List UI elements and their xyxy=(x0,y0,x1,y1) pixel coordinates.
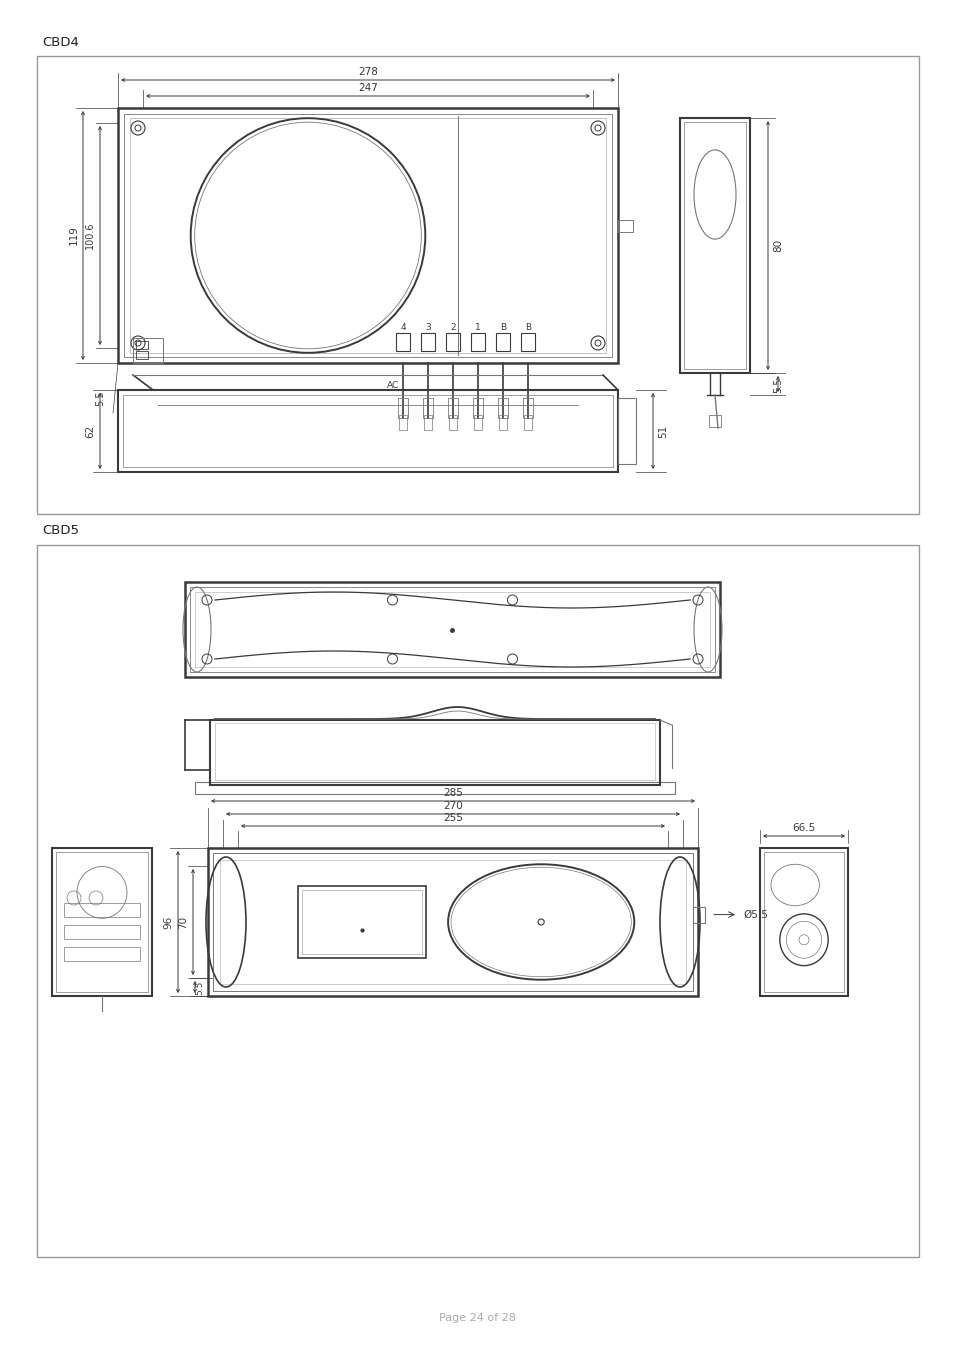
Text: 270: 270 xyxy=(442,802,462,811)
Bar xyxy=(136,351,148,359)
Bar xyxy=(708,414,720,427)
Bar xyxy=(52,848,152,997)
Text: 5.5: 5.5 xyxy=(772,378,782,393)
Bar xyxy=(214,723,655,780)
Bar xyxy=(473,398,482,418)
Text: 70: 70 xyxy=(178,915,188,929)
Text: 5.5: 5.5 xyxy=(195,980,204,995)
Text: B: B xyxy=(499,324,505,333)
Text: CBD4: CBD4 xyxy=(42,37,79,50)
Bar xyxy=(523,414,532,431)
Text: Ø5.5: Ø5.5 xyxy=(742,910,767,919)
Bar xyxy=(220,860,685,984)
Text: 119: 119 xyxy=(69,226,79,245)
Text: 62: 62 xyxy=(85,424,95,437)
Bar xyxy=(522,398,533,418)
Bar xyxy=(446,333,459,351)
Bar xyxy=(56,852,148,992)
Bar xyxy=(190,588,714,672)
Bar xyxy=(118,108,618,363)
Bar xyxy=(124,114,612,357)
Bar xyxy=(37,546,918,1257)
Bar xyxy=(423,414,432,431)
Bar xyxy=(398,414,407,431)
Bar xyxy=(297,886,426,959)
Text: 100.6: 100.6 xyxy=(85,222,95,249)
Text: 3: 3 xyxy=(425,324,431,333)
Text: 1: 1 xyxy=(475,324,480,333)
Bar xyxy=(132,338,163,363)
Bar xyxy=(185,582,720,677)
Bar xyxy=(618,398,636,464)
Bar xyxy=(679,118,749,372)
Bar xyxy=(448,398,457,418)
Text: CBD5: CBD5 xyxy=(42,524,79,536)
Bar xyxy=(760,848,847,997)
Bar xyxy=(130,118,605,353)
Bar xyxy=(449,414,456,431)
Bar xyxy=(422,398,433,418)
Bar xyxy=(692,907,704,922)
Bar xyxy=(520,333,535,351)
Bar xyxy=(471,333,484,351)
Text: 51: 51 xyxy=(658,424,667,437)
Text: 66.5: 66.5 xyxy=(792,823,815,833)
Bar xyxy=(210,720,659,785)
Bar xyxy=(497,398,507,418)
Bar xyxy=(763,852,843,992)
Bar xyxy=(397,398,408,418)
Text: 4: 4 xyxy=(399,324,405,333)
Text: 255: 255 xyxy=(442,812,462,823)
Text: AC: AC xyxy=(387,380,398,390)
Bar xyxy=(64,925,140,940)
Text: 5.5: 5.5 xyxy=(95,390,105,406)
Bar xyxy=(37,56,918,515)
Bar xyxy=(618,219,633,232)
Bar xyxy=(208,848,698,997)
Text: 80: 80 xyxy=(772,238,782,252)
Text: Page 24 of 28: Page 24 of 28 xyxy=(438,1313,515,1323)
Text: 285: 285 xyxy=(442,788,462,798)
Bar xyxy=(136,341,148,349)
Text: 2: 2 xyxy=(450,324,456,333)
Bar xyxy=(683,122,745,370)
Text: 96: 96 xyxy=(163,915,172,929)
Bar xyxy=(395,333,410,351)
Text: 278: 278 xyxy=(357,66,377,77)
Bar xyxy=(118,390,618,473)
Bar xyxy=(498,414,506,431)
Bar xyxy=(474,414,481,431)
Text: B: B xyxy=(524,324,531,333)
Bar xyxy=(420,333,435,351)
Bar xyxy=(64,903,140,917)
Bar xyxy=(64,946,140,961)
Bar xyxy=(123,395,613,467)
Bar xyxy=(213,853,692,991)
Bar xyxy=(302,890,421,955)
Text: 247: 247 xyxy=(357,83,377,93)
Bar xyxy=(194,783,675,793)
Bar xyxy=(496,333,510,351)
Bar xyxy=(194,592,709,668)
